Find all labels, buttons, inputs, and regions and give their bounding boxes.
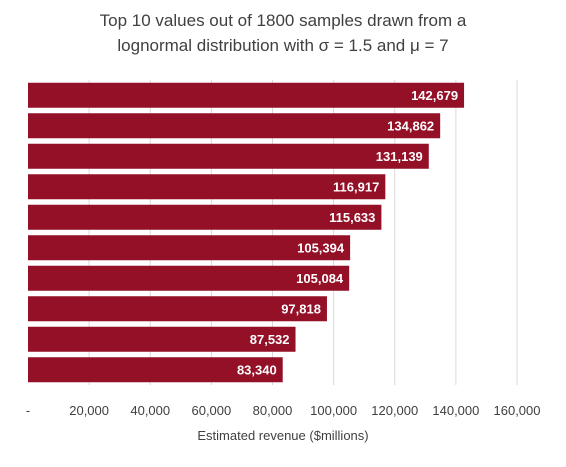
x-tick-label-2: 40,000 (130, 403, 170, 418)
x-tick-label-1: 20,000 (69, 403, 109, 418)
x-tick-label-6: 120,000 (371, 403, 418, 418)
data-label-9: 87,532 (250, 332, 290, 347)
chart-title-line-1: Top 10 values out of 1800 samples drawn … (99, 11, 467, 30)
data-label-10: 83,340 (237, 362, 277, 377)
data-label-5: 115,633 (329, 210, 375, 225)
bar-9 (28, 326, 296, 352)
bar-3 (28, 143, 429, 169)
bar-2 (28, 113, 441, 139)
data-label-6: 105,394 (297, 240, 345, 255)
x-tick-label-8: 160,000 (494, 403, 541, 418)
bar-5 (28, 204, 382, 230)
data-label-2: 134,862 (387, 118, 434, 133)
data-label-4: 116,917 (333, 179, 379, 194)
chart-title: Top 10 values out of 1800 samples drawn … (0, 8, 566, 58)
chart-title-line-2: lognormal distribution with σ = 1.5 and … (117, 36, 449, 55)
bar-4 (28, 174, 386, 200)
bar-8 (28, 296, 327, 322)
data-label-8: 97,818 (281, 301, 321, 316)
data-label-3: 131,139 (376, 149, 423, 164)
bar-1 (28, 82, 465, 108)
x-axis-title: Estimated revenue ($millions) (197, 428, 369, 443)
x-tick-label-7: 140,000 (432, 403, 479, 418)
x-tick-label-3: 60,000 (191, 403, 231, 418)
bar-7 (28, 265, 350, 291)
x-tick-label-4: 80,000 (253, 403, 293, 418)
x-tick-label-0: - (26, 403, 30, 418)
bar-6 (28, 235, 351, 261)
data-label-7: 105,084 (296, 271, 344, 286)
bar-10 (28, 357, 283, 383)
x-tick-label-5: 100,000 (310, 403, 357, 418)
data-label-1: 142,679 (411, 88, 458, 103)
